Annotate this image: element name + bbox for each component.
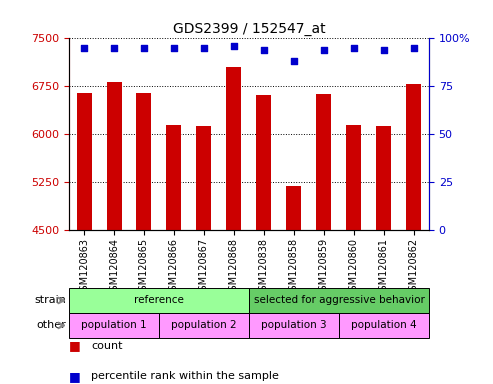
Bar	[69, 313, 159, 338]
Bar	[159, 313, 249, 338]
Point	[170, 45, 178, 51]
Point	[200, 45, 208, 51]
Point	[80, 45, 88, 51]
Point	[350, 45, 358, 51]
Bar	[256, 95, 272, 230]
Title: GDS2399 / 152547_at: GDS2399 / 152547_at	[173, 22, 325, 36]
Bar	[339, 313, 429, 338]
Bar	[249, 288, 429, 313]
Text: percentile rank within the sample: percentile rank within the sample	[91, 371, 279, 381]
Text: ■: ■	[69, 339, 81, 352]
Point	[320, 47, 328, 53]
Point	[410, 45, 418, 51]
Bar	[137, 93, 151, 230]
Bar	[406, 84, 422, 230]
Text: population 2: population 2	[171, 320, 237, 331]
Point	[290, 58, 298, 65]
Bar	[106, 82, 121, 230]
Text: count: count	[91, 341, 123, 351]
Bar	[76, 93, 92, 230]
Text: population 3: population 3	[261, 320, 327, 331]
Text: population 1: population 1	[81, 320, 147, 331]
Bar	[167, 125, 181, 230]
Bar	[226, 67, 242, 230]
Text: ■: ■	[69, 370, 81, 383]
Point	[260, 47, 268, 53]
Text: strain: strain	[34, 295, 66, 306]
Bar	[197, 126, 211, 230]
Bar	[249, 313, 339, 338]
Bar	[317, 94, 331, 230]
Point	[380, 47, 388, 53]
Text: selected for aggressive behavior: selected for aggressive behavior	[253, 295, 424, 306]
Point	[110, 45, 118, 51]
Text: other: other	[36, 320, 66, 331]
Bar	[377, 126, 391, 230]
Point	[140, 45, 148, 51]
Text: reference: reference	[134, 295, 184, 306]
Bar	[69, 288, 249, 313]
Bar	[286, 185, 301, 230]
Point	[230, 43, 238, 49]
Text: population 4: population 4	[351, 320, 417, 331]
Bar	[347, 125, 361, 230]
